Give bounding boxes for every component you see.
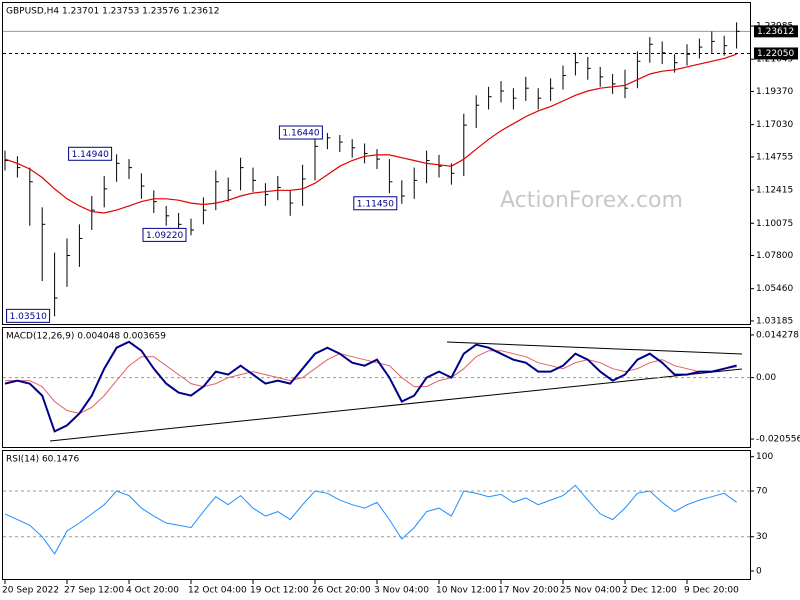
- trend-line: [49, 368, 743, 442]
- x-tick-label: 19 Oct 12:00: [250, 586, 309, 596]
- macd-line: [4, 340, 737, 433]
- annotation-label: 1.03510: [10, 312, 47, 322]
- annotation-label: 1.09220: [146, 231, 183, 241]
- moving-average: [4, 53, 737, 214]
- y-tick-label: 1.17030: [756, 120, 793, 130]
- price-label-box: [754, 47, 798, 60]
- price-label-box: [754, 25, 798, 38]
- x-tick-label: 17 Nov 20:00: [498, 586, 559, 596]
- x-tick-label: 2 Dec 12:00: [622, 586, 677, 596]
- price-panel: [2, 2, 751, 325]
- x-tick-label: 12 Oct 04:00: [188, 586, 247, 596]
- y-tick-label: 1.07800: [756, 251, 793, 261]
- annotation-label: 1.16440: [282, 129, 319, 139]
- rsi-panel: [2, 450, 751, 580]
- y-tick-label: -0.020556: [756, 435, 800, 445]
- y-tick-label: 1.03185: [756, 316, 793, 326]
- price-label: 1.22050: [757, 49, 794, 59]
- annotation-box: [278, 125, 323, 140]
- y-tick-label: 0.014278: [756, 330, 799, 340]
- y-tick-label: 1.10075: [756, 219, 793, 229]
- x-tick-label: 9 Dec 20:00: [684, 586, 739, 596]
- y-tick-label: 1.19370: [756, 87, 793, 97]
- x-tick-label: 20 Sep 2022: [2, 586, 59, 596]
- x-tick-label: 3 Nov 04:00: [374, 586, 429, 596]
- signal-line: [5, 350, 737, 415]
- x-tick-label: 4 Oct 20:00: [126, 586, 179, 596]
- x-tick-label: 26 Oct 20:00: [312, 586, 371, 596]
- y-tick-label: 100: [756, 452, 773, 462]
- annotation-box: [353, 196, 398, 211]
- y-tick-label: 1.12415: [756, 186, 793, 196]
- annotation-label: 1.14940: [72, 150, 109, 160]
- y-tick-label: 1.05460: [756, 284, 793, 294]
- price-header: GBPUSD,H4 1.23701 1.23753 1.23576 1.2361…: [6, 7, 219, 17]
- rsi-line: [4, 484, 737, 555]
- price-label: 1.23612: [757, 27, 794, 37]
- y-tick-label: 30: [756, 532, 768, 542]
- y-tick-label: 0.00: [756, 373, 776, 383]
- y-tick-label: 0: [756, 567, 762, 577]
- macd-header: MACD(12,26,9) 0.004048 0.003659: [6, 332, 166, 342]
- x-tick-label: 10 Nov 12:00: [436, 586, 497, 596]
- y-tick-label: 1.21645: [756, 55, 793, 65]
- x-tick-label: 25 Nov 04:00: [560, 586, 621, 596]
- plot-layer: 1.03185 1.05460 1.07800 1.10075 1.12415 1.147…: [2, 22, 800, 596]
- annotation-label: 1.11450: [357, 199, 394, 209]
- annotation-box: [68, 146, 113, 161]
- y-tick-label: 1.14755: [756, 152, 793, 162]
- y-tick-label: 70: [756, 487, 768, 497]
- annotation-box: [142, 227, 187, 242]
- x-tick-label: 27 Sep 12:00: [64, 586, 124, 596]
- annotation-box: [6, 308, 51, 323]
- trend-line: [446, 341, 743, 355]
- rsi-header: RSI(14) 60.1476: [6, 455, 79, 465]
- watermark: ActionForex.com: [500, 188, 683, 213]
- macd-panel: [2, 327, 751, 448]
